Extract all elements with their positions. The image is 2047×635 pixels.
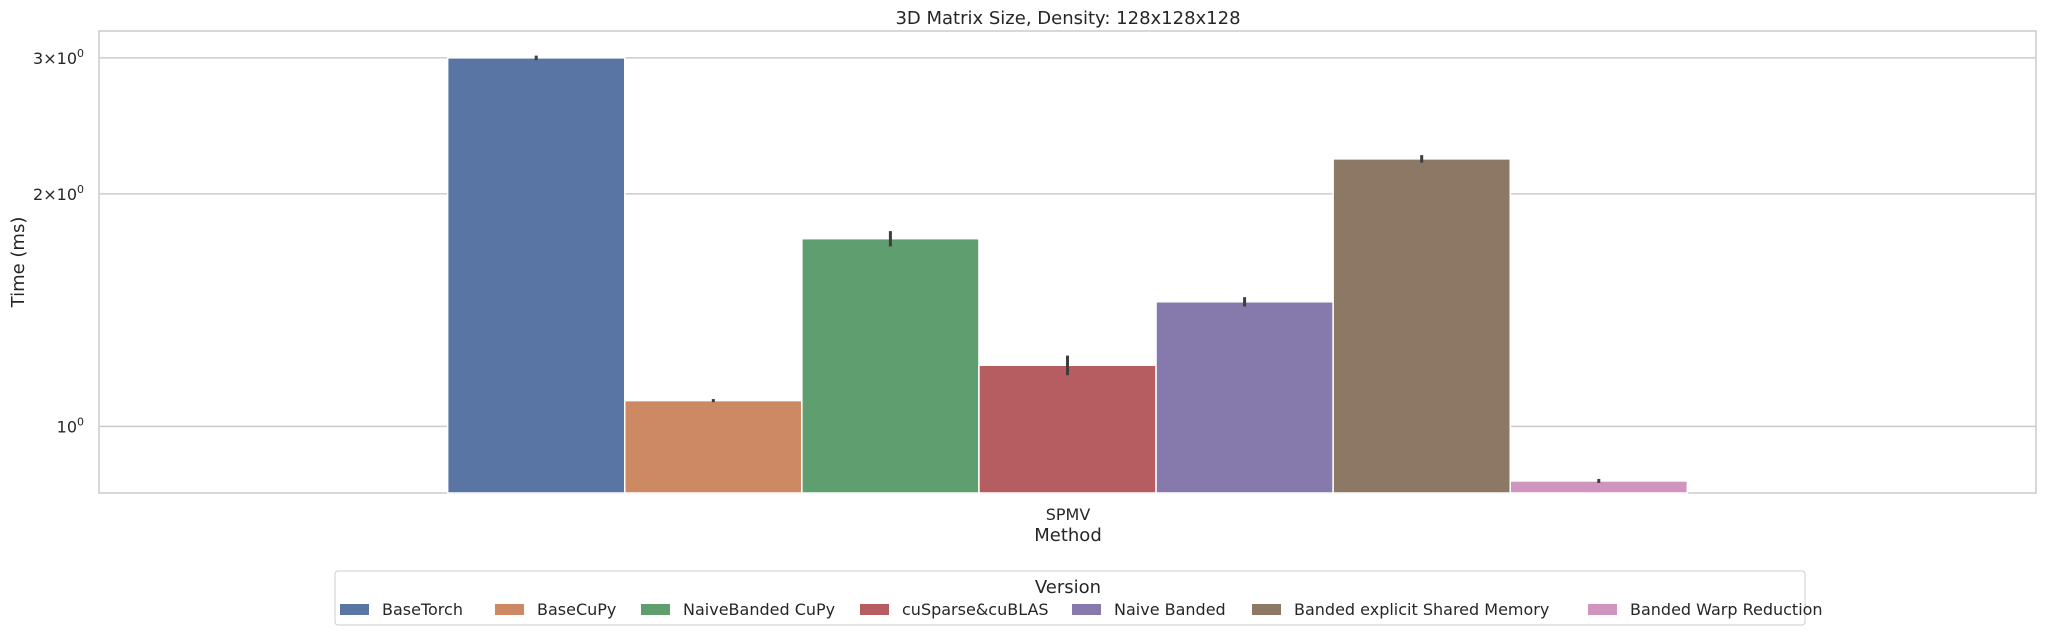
legend-swatch [860, 604, 889, 615]
legend-label: Banded explicit Shared Memory [1294, 600, 1549, 619]
bar [1332, 158, 1511, 494]
legend-label: NaiveBanded CuPy [683, 600, 835, 619]
bar [801, 237, 980, 494]
legend-label: Banded Warp Reduction [1630, 600, 1823, 619]
bar [446, 57, 626, 494]
legend-swatch [1588, 604, 1617, 615]
legend-label: BaseTorch [382, 600, 463, 619]
legend: Version BaseTorch BaseCuPy NaiveBanded CuP… [334, 570, 1823, 626]
legend-swatch [495, 604, 524, 615]
legend-label: cuSparse&cuBLAS [902, 600, 1049, 619]
y-tick-label: 2×100 [33, 183, 84, 204]
bar [624, 399, 803, 494]
bar [978, 364, 1157, 494]
bar [1155, 301, 1334, 494]
chart-title: 3D Matrix Size, Density: 128x128x128 [895, 8, 1240, 29]
legend-frame [334, 570, 1806, 626]
legend-title: Version [1035, 577, 1101, 598]
tick-layer: 100 2×100 3×100 [33, 47, 84, 437]
y-axis-label: Time (ms) [8, 217, 29, 309]
legend-label: Naive Banded [1114, 600, 1226, 619]
legend-label: BaseCuPy [537, 600, 616, 619]
legend-swatch [1072, 604, 1101, 615]
x-axis-label: Method [1034, 525, 1102, 546]
legend-swatch [641, 604, 670, 615]
y-tick-label: 3×100 [33, 47, 84, 68]
y-tick-label: 100 [57, 415, 84, 436]
bar-layer [446, 55, 1689, 494]
legend-swatch [340, 604, 369, 615]
legend-swatch [1252, 604, 1281, 615]
x-tick-label: SPMV [1046, 505, 1091, 524]
legend-items: BaseTorch BaseCuPy NaiveBanded CuPy cuSpars… [340, 600, 1823, 619]
